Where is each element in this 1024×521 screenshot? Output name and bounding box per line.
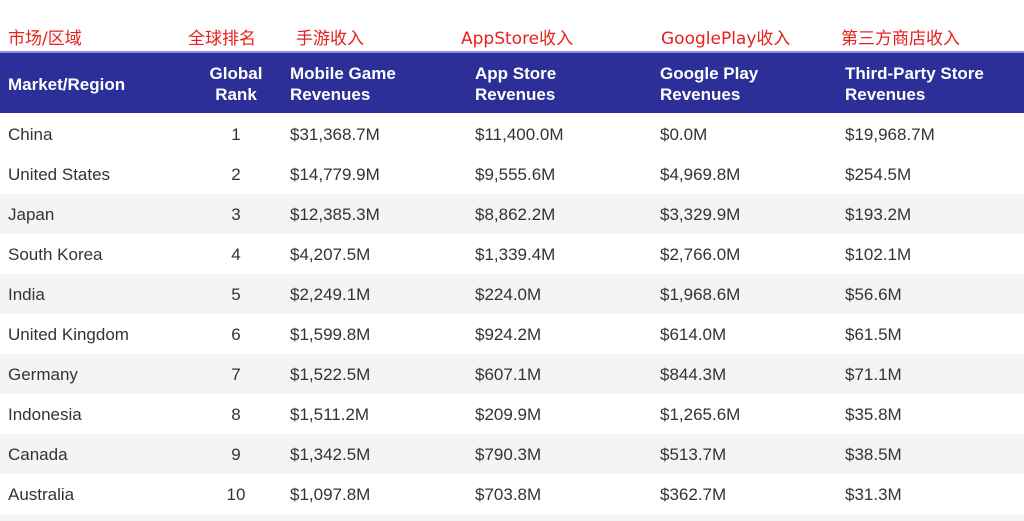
cell-rank: 10 (226, 485, 246, 504)
cell-market: Germany (8, 365, 78, 384)
cell-appstore-revenue: $8,862.2M (475, 205, 556, 224)
cn-label-mobile: 手游收入 (296, 29, 364, 49)
cell-rank: 4 (231, 245, 241, 264)
cell-rank: 5 (231, 285, 241, 304)
table-row: Australia 10 $1,097.8M $703.8M $362.7M $31.3M (0, 474, 1024, 514)
cell-rank: 1 (231, 125, 241, 144)
cell-thirdparty-revenue: $254.5M (845, 165, 912, 184)
header-rank-line1: Global (209, 64, 263, 83)
cell-mobile-revenue: $1,522.5M (290, 365, 371, 384)
cell-market: China (8, 125, 53, 144)
table-row: Japan 3 $12,385.3M $8,862.2M $3,329.9M $193.2… (0, 194, 1024, 234)
table-row: United Kingdom 6 $1,599.8M $924.2M $614.0M $6… (0, 314, 1024, 354)
cell-thirdparty-revenue: $61.5M (845, 325, 902, 344)
cell-googleplay-revenue: $4,969.8M (660, 165, 741, 184)
header-googleplay: Google Play Revenues (660, 63, 758, 105)
cell-thirdparty-revenue: $35.8M (845, 405, 902, 424)
cell-thirdparty-revenue: $102.1M (845, 245, 912, 264)
table-row: South Korea 4 $4,207.5M $1,339.4M $2,766.0M $… (0, 234, 1024, 274)
header-appstore-line1: App Store (475, 64, 557, 83)
cn-label-market: 市场/区域 (8, 29, 82, 49)
header-mobile: Mobile Game Revenues (290, 63, 396, 105)
table-row: China 1 $31,368.7M $11,400.0M $0.0M $19,968.7… (0, 114, 1024, 154)
header-mobile-line2: Revenues (290, 85, 371, 104)
cell-appstore-revenue: $224.0M (475, 285, 542, 304)
cell-market: Japan (8, 205, 55, 224)
cell-googleplay-revenue: $844.3M (660, 365, 727, 384)
cell-market: Indonesia (8, 405, 82, 424)
header-mobile-line1: Mobile Game (290, 64, 396, 83)
table-bottom-strip (0, 515, 1024, 521)
header-rank-line2: Rank (215, 85, 257, 104)
cell-thirdparty-revenue: $71.1M (845, 365, 902, 384)
cell-mobile-revenue: $2,249.1M (290, 285, 371, 304)
cell-googleplay-revenue: $0.0M (660, 125, 708, 144)
cell-googleplay-revenue: $362.7M (660, 485, 727, 504)
cell-appstore-revenue: $607.1M (475, 365, 542, 384)
cell-rank: 8 (231, 405, 241, 424)
header-thirdparty: Third-Party Store Revenues (845, 63, 984, 105)
cn-label-appstore: AppStore收入 (461, 29, 574, 49)
cell-market: Canada (8, 445, 68, 464)
cell-market: United Kingdom (8, 325, 129, 344)
cell-market: Australia (8, 485, 75, 504)
cell-mobile-revenue: $1,599.8M (290, 325, 371, 344)
cell-market: United States (8, 165, 111, 184)
cell-appstore-revenue: $790.3M (475, 445, 542, 464)
cell-googleplay-revenue: $2,766.0M (660, 245, 741, 264)
header-googleplay-line1: Google Play (660, 64, 759, 83)
header-appstore: App Store Revenues (475, 63, 556, 105)
table-header: Market/Region Global Rank Mobile Game Re… (0, 51, 1024, 113)
header-googleplay-line2: Revenues (660, 85, 741, 104)
header-market: Market/Region (8, 75, 126, 94)
cell-market: India (8, 285, 45, 304)
cell-thirdparty-revenue: $31.3M (845, 485, 902, 504)
cell-rank: 6 (231, 325, 241, 344)
cell-mobile-revenue: $1,511.2M (290, 405, 370, 424)
cn-label-rank: 全球排名 (188, 29, 256, 49)
cell-appstore-revenue: $9,555.6M (475, 165, 556, 184)
table-row: India 5 $2,249.1M $224.0M $1,968.6M $56.6M (0, 274, 1024, 314)
table-row: Canada 9 $1,342.5M $790.3M $513.7M $38.5M (0, 434, 1024, 474)
cell-thirdparty-revenue: $38.5M (845, 445, 902, 464)
cn-label-thirdparty: 第三方商店收入 (841, 29, 960, 49)
cell-thirdparty-revenue: $56.6M (845, 285, 902, 304)
cell-mobile-revenue: $1,342.5M (290, 445, 371, 464)
header-appstore-line2: Revenues (475, 85, 556, 104)
cell-googleplay-revenue: $3,329.9M (660, 205, 741, 224)
cn-label-googleplay: GooglePlay收入 (661, 29, 791, 49)
header-thirdparty-line2: Revenues (845, 85, 926, 104)
table-row: Germany 7 $1,522.5M $607.1M $844.3M $71.1M (0, 354, 1024, 394)
cell-appstore-revenue: $11,400.0M (475, 125, 564, 144)
cell-googleplay-revenue: $614.0M (660, 325, 727, 344)
cell-rank: 9 (231, 445, 241, 464)
cell-mobile-revenue: $1,097.8M (290, 485, 371, 504)
cell-thirdparty-revenue: $19,968.7M (845, 125, 935, 144)
cell-appstore-revenue: $209.9M (475, 405, 542, 424)
cell-market: South Korea (8, 245, 103, 264)
cell-rank: 2 (231, 165, 241, 184)
cell-googleplay-revenue: $513.7M (660, 445, 727, 464)
cell-googleplay-revenue: $1,968.6M (660, 285, 741, 304)
table-row: United States 2 $14,779.9M $9,555.6M $4,969.… (0, 154, 1024, 194)
cell-mobile-revenue: $12,385.3M (290, 205, 380, 224)
header-thirdparty-line1: Third-Party Store (845, 64, 984, 83)
cell-mobile-revenue: $4,207.5M (290, 245, 371, 264)
table-row: Indonesia 8 $1,511.2M $209.9M $1,265.6M $35.8… (0, 394, 1024, 434)
cell-googleplay-revenue: $1,265.6M (660, 405, 741, 424)
cell-thirdparty-revenue: $193.2M (845, 205, 912, 224)
cell-rank: 3 (231, 205, 241, 224)
cell-rank: 7 (231, 365, 241, 384)
header-rank: Global Rank (196, 63, 276, 105)
cell-mobile-revenue: $31,368.7M (290, 125, 380, 144)
cell-appstore-revenue: $703.8M (475, 485, 542, 504)
cell-appstore-revenue: $1,339.4M (475, 245, 556, 264)
cell-mobile-revenue: $14,779.9M (290, 165, 380, 184)
cell-appstore-revenue: $924.2M (475, 325, 542, 344)
